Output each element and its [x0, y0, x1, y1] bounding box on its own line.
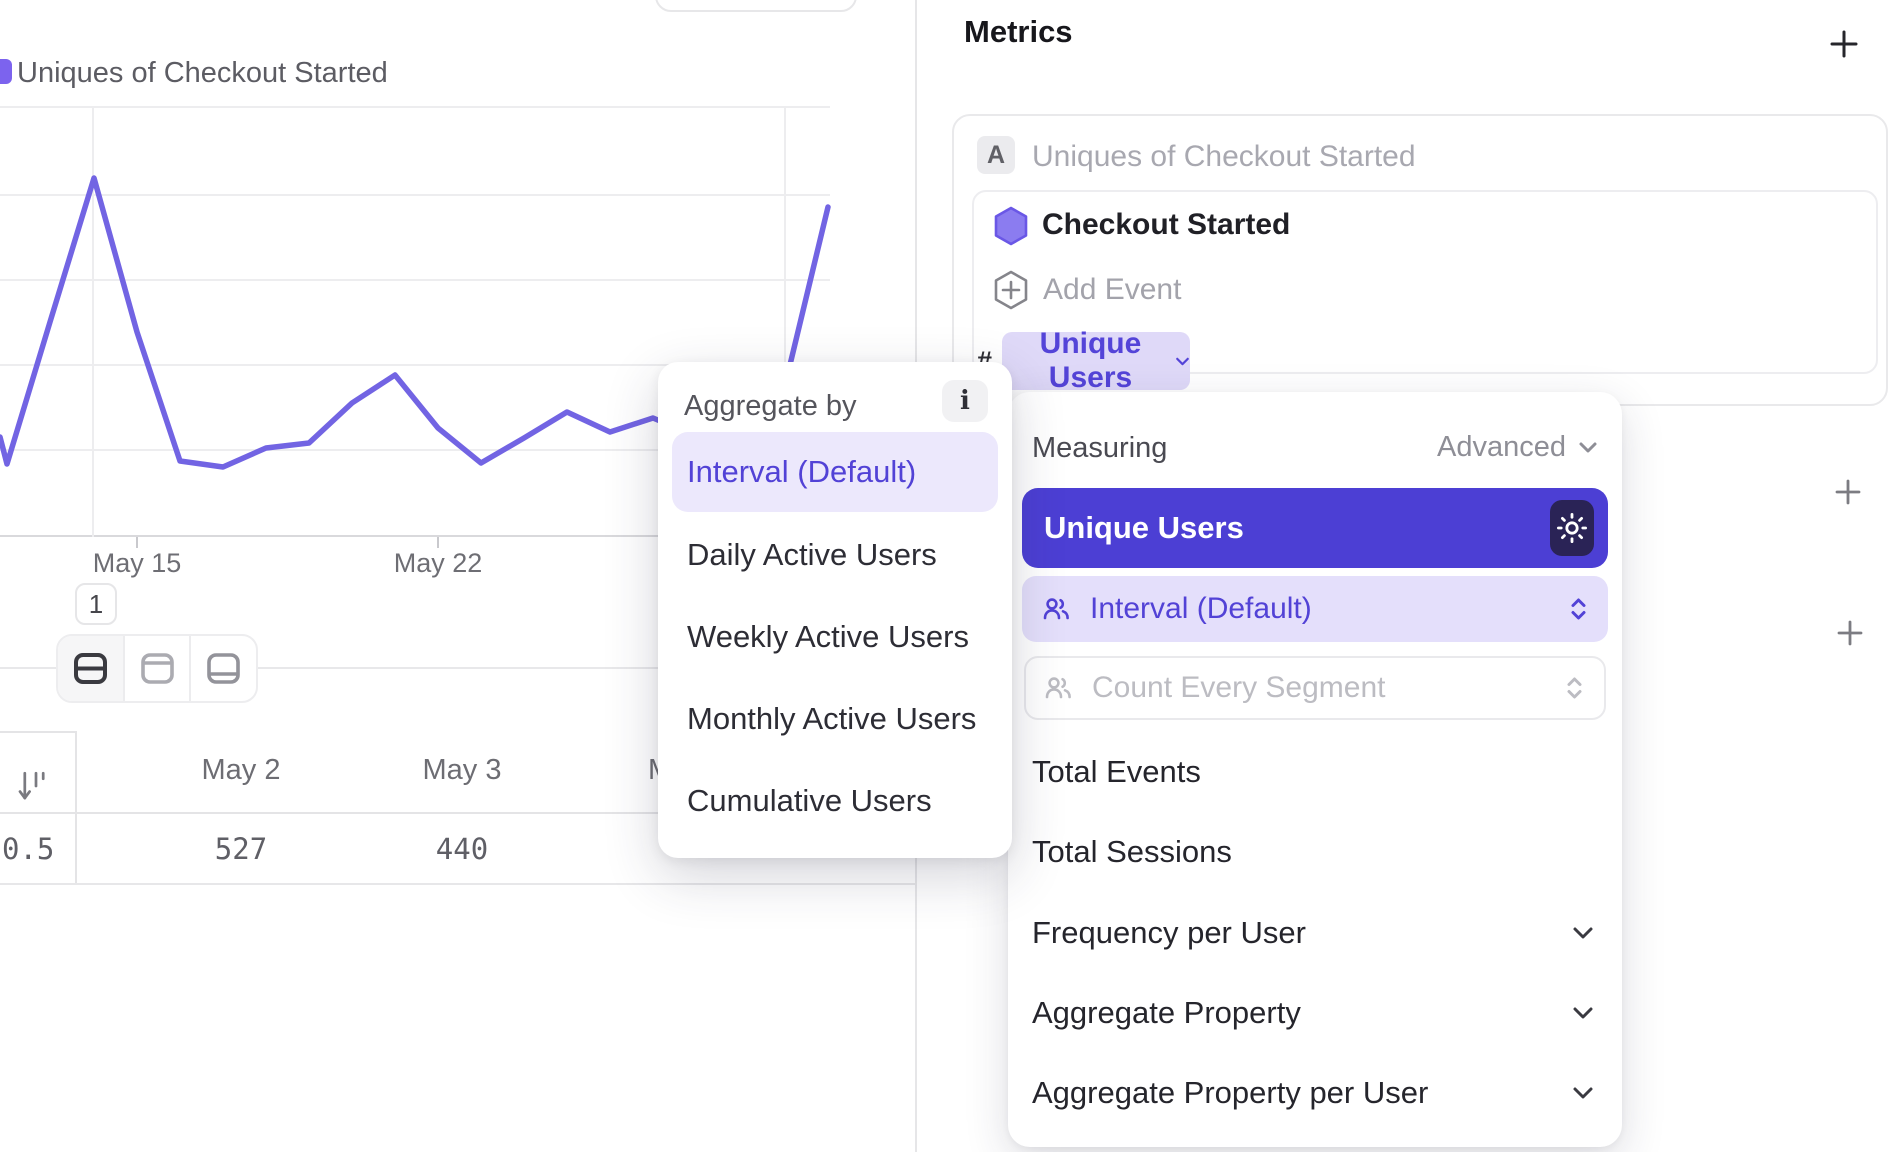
plus-icon	[1830, 30, 1858, 58]
info-button[interactable]: i	[942, 380, 988, 422]
view-table-top-button[interactable]	[122, 636, 190, 701]
option-label: Aggregate Property	[1032, 995, 1301, 1030]
users-icon	[1045, 677, 1071, 699]
table-cell: 440	[435, 832, 489, 866]
gridline	[0, 194, 830, 196]
view-table-bottom-button[interactable]	[189, 636, 256, 701]
users-icon	[1043, 598, 1069, 620]
add-event-hexagon-icon	[994, 270, 1028, 310]
option-label: Frequency per User	[1032, 915, 1306, 950]
x-tick-label: May 22	[393, 548, 483, 578]
table-row-divider	[0, 883, 916, 885]
measuring-option-total-events[interactable]: Total Events	[1032, 752, 1598, 792]
sort-button[interactable]	[10, 762, 54, 810]
measuring-option-aggregate-property[interactable]: Aggregate Property	[1032, 993, 1598, 1033]
metrics-section-title: Metrics	[964, 14, 1073, 49]
option-label: Aggregate Property per User	[1032, 1075, 1429, 1110]
table-cell: 527	[214, 832, 268, 866]
gear-icon	[1557, 513, 1587, 543]
axis-tick	[136, 537, 138, 548]
info-icon: i	[960, 386, 970, 416]
count-segment-selector[interactable]: Count Every Segment	[1024, 656, 1606, 720]
selected-measure-label: Unique Users	[1044, 510, 1244, 545]
x-tick-label: May 15	[92, 548, 182, 578]
legend-label: Uniques of Checkout Started	[17, 57, 388, 89]
option-label: Monthly Active Users	[687, 701, 977, 736]
table-top-view-icon	[140, 653, 174, 684]
measuring-title: Measuring	[1032, 432, 1168, 464]
metric-name-field[interactable]: Uniques of Checkout Started	[1032, 140, 1416, 173]
aggregate-option-cumulative-users[interactable]: Cumulative Users	[687, 781, 932, 821]
gridline-vertical	[784, 106, 786, 537]
gridline	[0, 106, 830, 108]
event-name[interactable]: Checkout Started	[1042, 208, 1291, 241]
gridline	[0, 449, 830, 451]
add-metric-button[interactable]	[1826, 26, 1862, 62]
selected-aggregate-label: Interval (Default)	[687, 454, 917, 489]
table-header-divider	[0, 812, 916, 814]
measure-chip-label: Unique Users	[1039, 327, 1142, 394]
interval-label: Interval (Default)	[1090, 592, 1312, 625]
table-bottom-view-icon	[207, 653, 240, 684]
table-header-cell[interactable]: May 3	[422, 754, 502, 786]
chevron-down-icon	[1573, 1087, 1593, 1099]
segment-label: Count Every Segment	[1092, 671, 1386, 704]
option-label: Cumulative Users	[687, 783, 932, 818]
option-label: Weekly Active Users	[687, 619, 969, 654]
chevron-down-icon	[1573, 927, 1593, 939]
add-event-button[interactable]: Add Event	[1043, 273, 1182, 306]
measuring-panel: Measuring Advanced Unique Users	[1008, 392, 1622, 1147]
legend-color-swatch	[0, 59, 12, 84]
aggregate-by-title: Aggregate by	[684, 390, 857, 422]
chevron-down-icon	[1176, 357, 1189, 365]
aggregate-option-weekly-active-users[interactable]: Weekly Active Users	[687, 617, 969, 657]
measuring-option-unique-users[interactable]: Unique Users	[1022, 488, 1608, 568]
advanced-label: Advanced	[1437, 431, 1566, 463]
axis-tick	[437, 537, 439, 548]
plus-icon	[1835, 479, 1861, 505]
gridline-vertical	[92, 106, 94, 537]
add-row-button[interactable]	[1835, 618, 1865, 648]
layout-toggle-group	[56, 634, 258, 703]
section-divider	[0, 667, 916, 669]
add-row-button[interactable]	[1833, 477, 1863, 507]
measuring-option-total-sessions[interactable]: Total Sessions	[1032, 832, 1598, 872]
chevron-down-icon	[1573, 1007, 1593, 1019]
interval-selector[interactable]: Interval (Default)	[1022, 576, 1608, 642]
measuring-option-frequency-per-user[interactable]: Frequency per User	[1032, 913, 1598, 953]
aggregate-option-interval-selected[interactable]: Interval (Default)	[672, 432, 998, 512]
option-label: Total Sessions	[1032, 834, 1232, 869]
unfold-chevrons-icon	[1571, 598, 1586, 620]
aggregate-option-daily-active-users[interactable]: Daily Active Users	[687, 535, 937, 575]
metric-badge: A	[977, 136, 1015, 174]
table-row-label: 0.5	[2, 832, 55, 866]
aggregate-by-popup: Aggregate by i Interval (Default) Daily …	[658, 362, 1012, 858]
pagination-chip[interactable]: 1	[75, 583, 117, 625]
chevron-down-icon	[1579, 442, 1597, 453]
measure-settings-button[interactable]	[1550, 500, 1594, 556]
unfold-chevrons-icon	[1567, 677, 1582, 699]
event-hexagon-icon	[994, 206, 1028, 246]
measure-dropdown-chip[interactable]: Unique Users	[1002, 327, 1190, 394]
option-label: Daily Active Users	[687, 537, 937, 572]
option-label: Total Events	[1032, 754, 1201, 789]
view-split-chart-table-button[interactable]	[58, 636, 123, 701]
table-border	[0, 731, 76, 733]
aggregate-option-monthly-active-users[interactable]: Monthly Active Users	[687, 699, 976, 739]
gridline	[0, 279, 830, 281]
gridline	[0, 364, 830, 366]
table-header-cell[interactable]: May 2	[201, 754, 281, 786]
table-column-divider	[75, 731, 77, 884]
x-axis-line	[0, 535, 830, 537]
measuring-option-aggregate-property-per-user[interactable]: Aggregate Property per User	[1032, 1073, 1598, 1113]
split-view-icon	[73, 653, 107, 684]
advanced-toggle[interactable]: Advanced	[1431, 430, 1604, 465]
sort-descending-icon	[18, 771, 45, 800]
plus-icon	[1837, 620, 1863, 646]
